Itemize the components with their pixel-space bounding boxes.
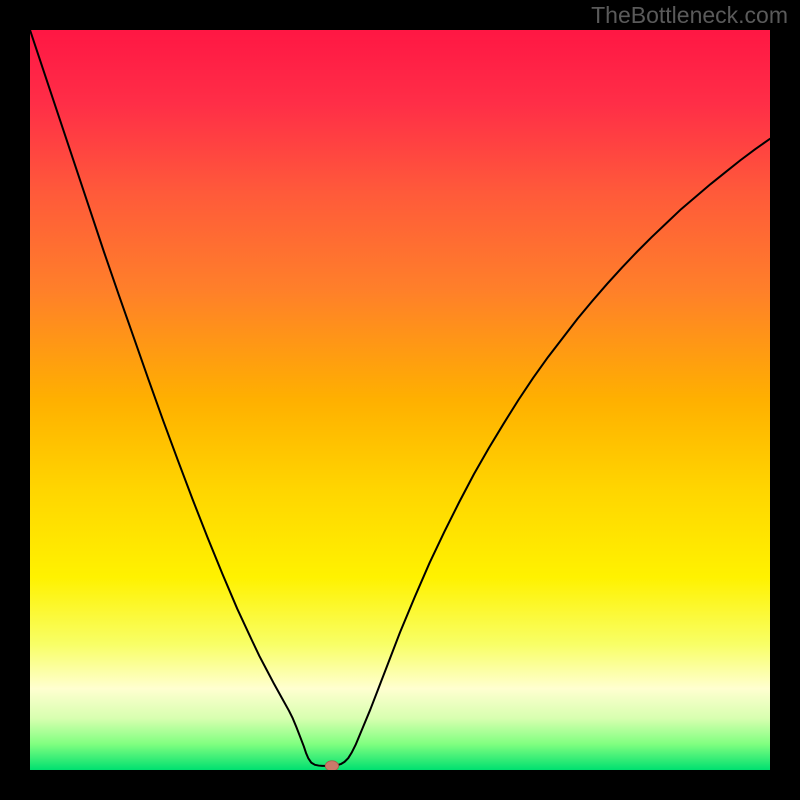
optimal-point-marker [325,761,338,770]
bottleneck-chart [30,30,770,770]
watermark-text: TheBottleneck.com [591,2,788,29]
chart-background [30,30,770,770]
